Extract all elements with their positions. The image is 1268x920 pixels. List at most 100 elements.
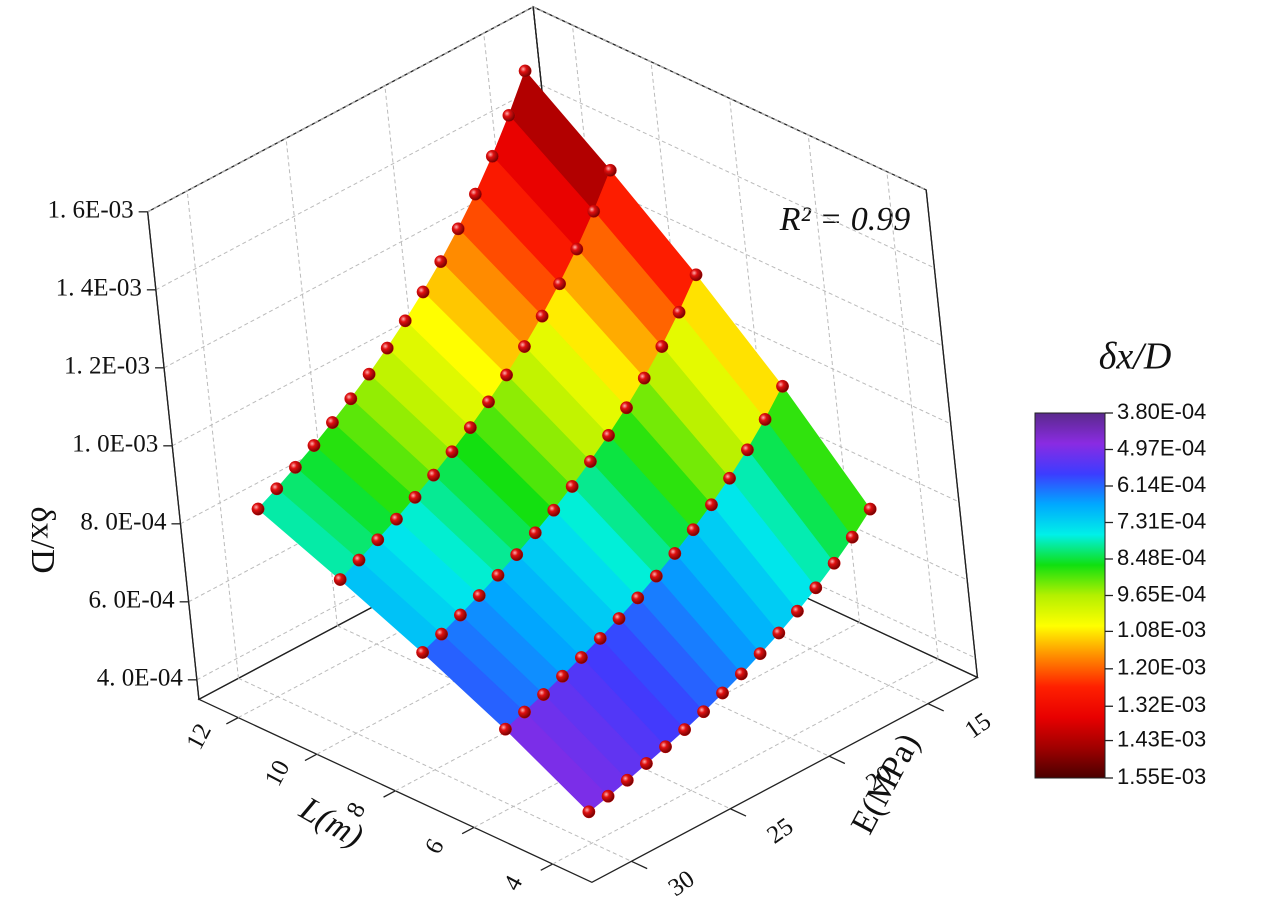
data-point	[270, 482, 284, 496]
axis-edge	[925, 189, 979, 678]
data-point	[482, 395, 495, 409]
grid-line	[807, 134, 861, 623]
data-point	[416, 646, 430, 659]
data-point	[689, 268, 703, 282]
grid-line	[172, 240, 559, 447]
z-tick-label: 8. 0E-04	[80, 509, 167, 536]
grid-line	[163, 162, 550, 369]
tick	[730, 808, 747, 817]
data-point	[697, 705, 710, 719]
data-point	[678, 723, 692, 737]
data-point	[518, 64, 532, 78]
data-point	[582, 805, 596, 819]
data-point	[845, 530, 859, 544]
colorbar-title: δx/D	[1099, 336, 1172, 378]
data-point	[659, 740, 672, 754]
l-tick-label: 6	[420, 835, 450, 859]
data-point	[398, 314, 412, 328]
colorbar-tick-label: 1.08E-03	[1117, 617, 1206, 642]
grid-line	[552, 658, 939, 865]
data-point	[556, 669, 569, 683]
grid-line	[238, 677, 632, 862]
grid-line	[541, 84, 935, 269]
data-point	[863, 502, 877, 516]
z-axis-title: δx/D	[24, 506, 61, 573]
data-point	[723, 471, 736, 485]
data-point	[499, 722, 512, 736]
colorbar-tick-label: 1.43E-03	[1117, 726, 1206, 751]
colorbar-tick-label: 8.48E-04	[1117, 545, 1206, 570]
colorbar-tick-label: 1.20E-03	[1117, 655, 1206, 680]
data-point	[472, 589, 486, 602]
data-point	[827, 556, 841, 570]
data-point	[451, 222, 465, 236]
data-point	[716, 686, 729, 700]
z-tick-label: 1. 0E-03	[72, 431, 158, 458]
data-point	[333, 573, 347, 586]
grid-line	[729, 98, 782, 586]
data-point	[758, 413, 772, 426]
data-point	[463, 421, 477, 434]
colorbar-tick-label: 1.32E-03	[1117, 692, 1206, 717]
data-point	[435, 627, 448, 641]
data-point	[620, 773, 634, 787]
tick	[461, 826, 475, 835]
data-point	[491, 568, 505, 582]
data-point	[574, 651, 588, 664]
grid-line	[147, 6, 534, 213]
colorbar-tick-label: 9.65E-04	[1117, 581, 1206, 606]
tick	[828, 755, 846, 765]
data-point	[362, 367, 376, 381]
grid-line	[155, 84, 542, 291]
tick	[927, 703, 944, 712]
colorbar-tick-label: 3.80E-04	[1117, 399, 1206, 424]
data-point	[518, 705, 531, 719]
l-tick-label: 12	[181, 719, 217, 754]
data-point	[251, 502, 265, 516]
data-point	[741, 443, 754, 457]
data-point	[637, 371, 651, 385]
colorbar-tick-label: 1.55E-03	[1117, 764, 1206, 789]
grid-line	[285, 138, 338, 626]
z-tick-label: 1. 4E-03	[56, 275, 142, 302]
data-point	[288, 460, 302, 474]
data-point	[535, 309, 549, 323]
e-tick-label: 15	[960, 708, 996, 744]
data-point	[570, 242, 584, 256]
tick	[383, 790, 396, 798]
data-point	[603, 163, 617, 177]
e-tick-label: 25	[762, 813, 798, 849]
data-point	[565, 480, 579, 493]
data-point	[371, 533, 385, 547]
data-point	[553, 277, 567, 291]
data-point	[705, 498, 718, 512]
l-axis-title: L(m)	[293, 790, 370, 856]
data-point	[584, 455, 597, 468]
data-point	[734, 667, 748, 681]
data-point	[445, 445, 459, 459]
data-point	[587, 204, 601, 218]
data-point	[809, 581, 823, 595]
z-tick-label: 4. 0E-04	[97, 665, 184, 692]
data-point	[686, 523, 700, 537]
annotation: R² = 0.99	[779, 201, 910, 238]
grid-line	[186, 190, 239, 679]
data-point	[753, 647, 767, 661]
data-point	[593, 632, 607, 645]
data-point	[485, 149, 499, 163]
data-point	[380, 341, 394, 355]
data-point	[668, 547, 682, 560]
data-point	[602, 428, 615, 442]
data-point	[649, 569, 663, 583]
data-point	[352, 553, 366, 567]
colorbar-tick-label: 4.97E-04	[1117, 435, 1206, 460]
data-point	[390, 512, 403, 526]
data-point	[307, 439, 321, 452]
data-point	[631, 591, 645, 605]
data-point	[518, 340, 531, 353]
data-point	[434, 255, 448, 268]
data-point	[672, 305, 686, 319]
tick	[304, 753, 318, 762]
colorbar-tick-label: 6.14E-04	[1117, 472, 1206, 497]
